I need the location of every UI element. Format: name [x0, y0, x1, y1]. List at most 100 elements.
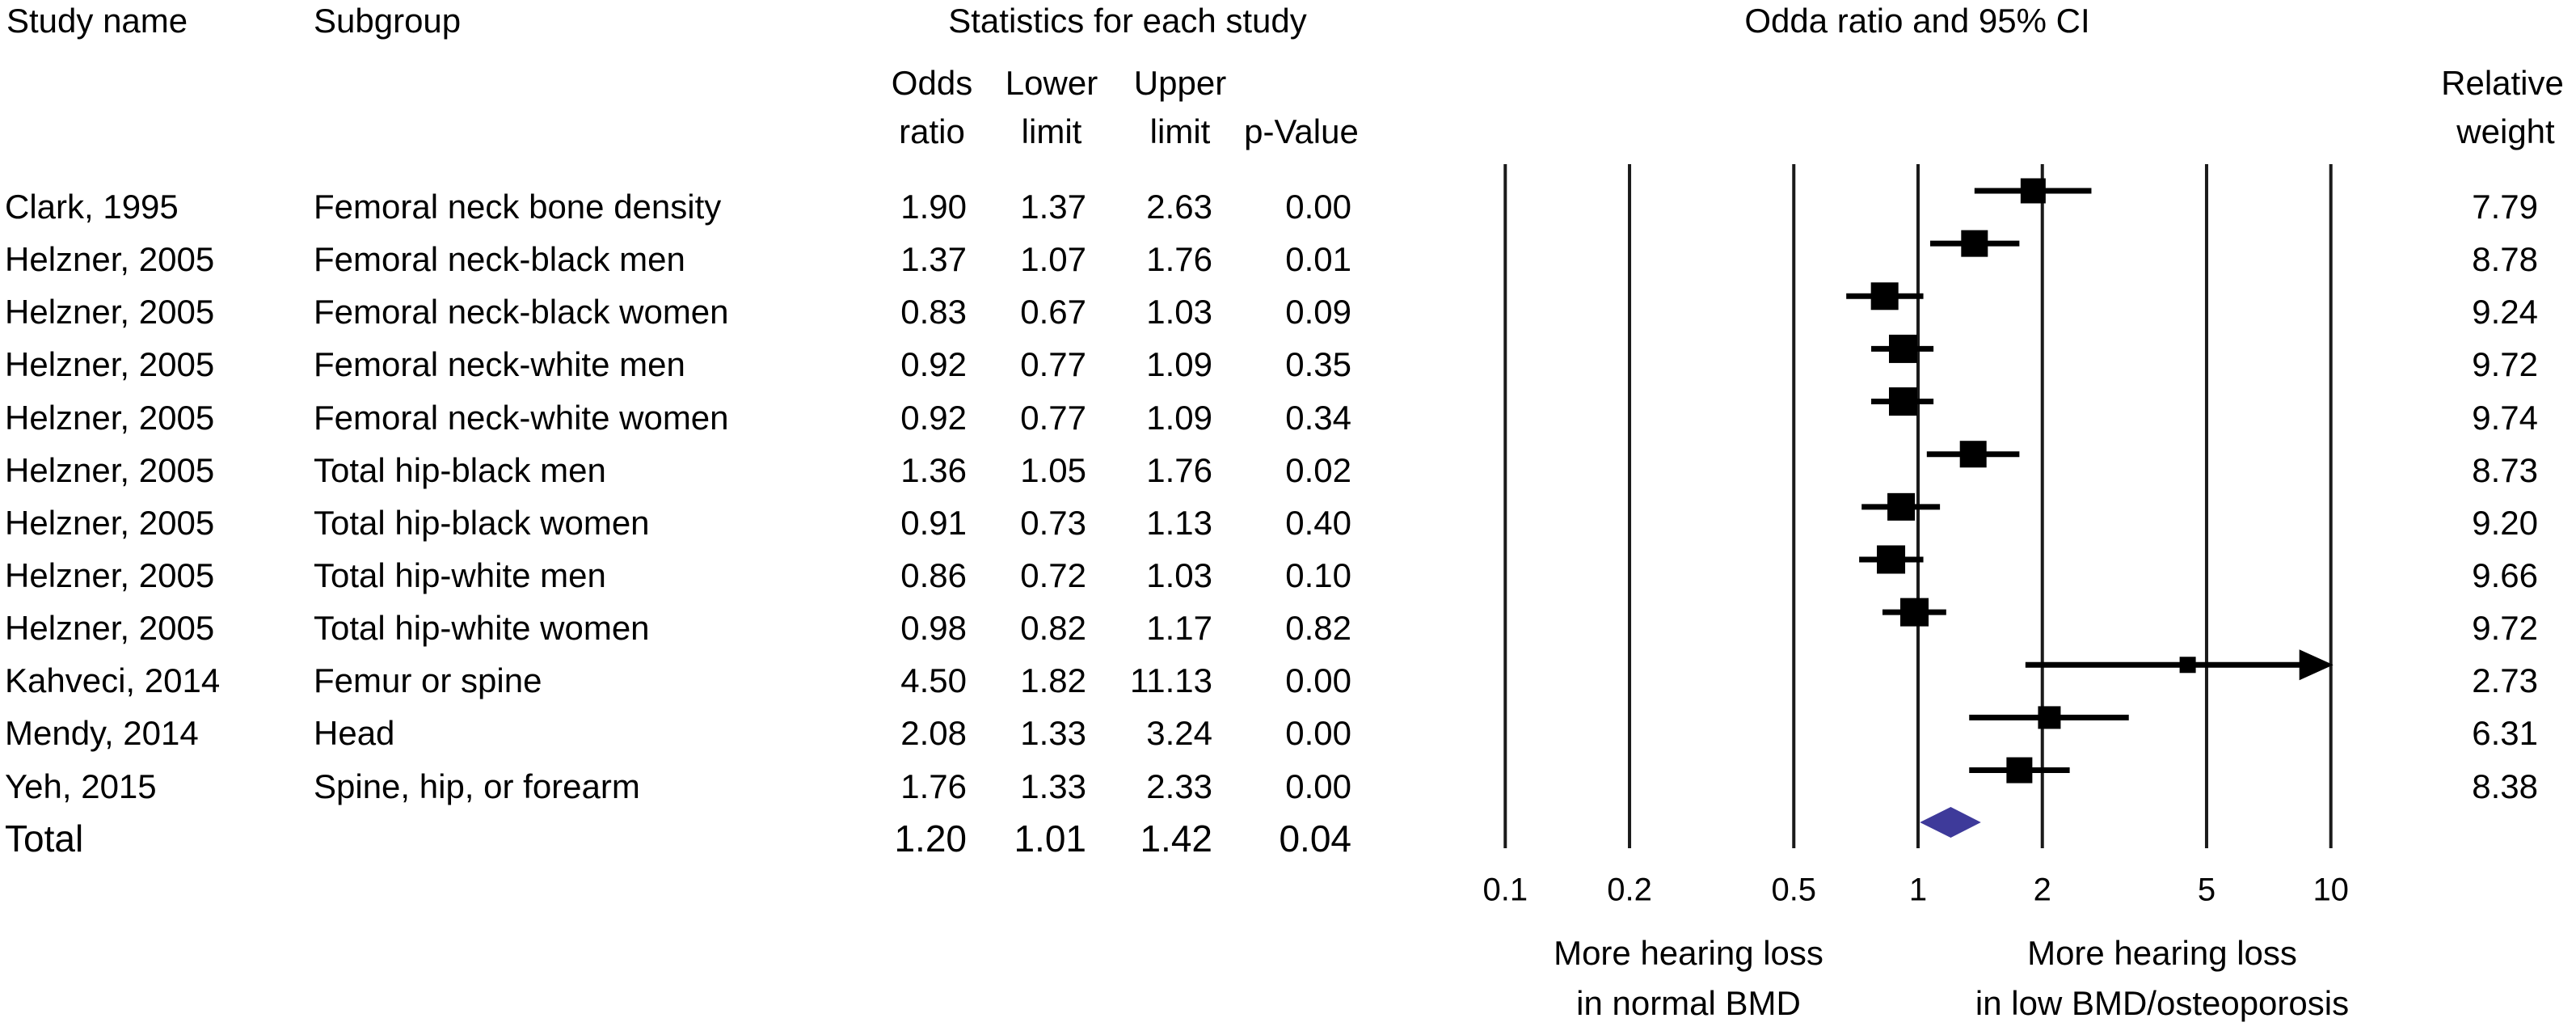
relative-weight-cell: 8.78 — [2472, 240, 2538, 279]
upper-limit-col-header-2: limit — [1149, 112, 1211, 150]
table-row: Helzner, 2005 Femoral neck-white women 0.9… — [0, 392, 2576, 444]
p-value-cell: 0.10 — [1285, 556, 1351, 594]
relative-weight-cell: 8.73 — [2472, 450, 2538, 489]
odds-ratio-cell: 2.08 — [900, 714, 967, 753]
table-row: Helzner, 2005 Femoral neck-black men 1.37 1… — [0, 234, 2576, 285]
odds-ratio-cell: 4.50 — [900, 661, 967, 700]
lower-limit-cell: 0.72 — [1020, 556, 1086, 594]
lower-limit-cell: 0.82 — [1020, 609, 1086, 648]
odds-ratio-cell: 0.91 — [900, 503, 967, 542]
x-axis-tick-label: 10 — [2312, 872, 2349, 908]
odds-ratio-cell: 1.90 — [900, 188, 967, 226]
odds-ratio-col-header: Odds — [891, 64, 973, 102]
total-upper-limit: 1.42 — [1140, 817, 1212, 860]
upper-limit-cell: 1.13 — [1146, 503, 1212, 542]
or-marker-square — [1877, 545, 1906, 574]
odds-ratio-cell: 1.37 — [900, 240, 967, 279]
table-row: Mendy, 2014 Head 2.08 1.33 3.24 0.00 6.31 — [0, 708, 2576, 759]
or-marker-square — [2038, 706, 2061, 729]
total-label: Total — [5, 817, 84, 860]
study-name-header: Study name — [6, 2, 188, 40]
x-axis-tick-label: 0.2 — [1607, 872, 1652, 908]
relative-weight-cell: 9.66 — [2472, 556, 2538, 594]
lower-limit-cell: 1.07 — [1020, 240, 1086, 279]
or-marker-square — [2179, 657, 2196, 674]
study-name-cell: Helzner, 2005 — [5, 240, 215, 279]
table-row: Yeh, 2015 Spine, hip, or forearm 1.76 1.33 2… — [0, 761, 2576, 813]
relative-weight-cell: 9.72 — [2472, 609, 2538, 648]
odds-ratio-col-header-2: ratio — [899, 112, 965, 150]
table-row: Helzner, 2005 Total hip-white women 0.98 0.… — [0, 602, 2576, 654]
upper-limit-cell: 1.09 — [1146, 345, 1212, 384]
relative-weight-cell: 6.31 — [2472, 714, 2538, 753]
p-value-cell: 0.00 — [1285, 188, 1351, 226]
subgroup-cell: Femoral neck-white women — [314, 398, 729, 437]
axis-annotation-right: More hearing loss in low BMD/osteoporosi… — [1975, 928, 2349, 1029]
x-axis-tick-label: 2 — [2033, 872, 2051, 908]
subgroup-cell: Total hip-white women — [314, 609, 650, 648]
p-value-cell: 0.00 — [1285, 661, 1351, 700]
upper-limit-cell: 2.63 — [1146, 188, 1212, 226]
relative-weight-cell: 2.73 — [2472, 661, 2538, 700]
lower-limit-cell: 1.82 — [1020, 661, 1086, 700]
lower-limit-col-header-2: limit — [1021, 112, 1082, 150]
upper-limit-cell: 3.24 — [1146, 714, 1212, 753]
odds-ratio-cell: 0.92 — [900, 345, 967, 384]
study-name-cell: Helzner, 2005 — [5, 293, 215, 332]
study-name-cell: Helzner, 2005 — [5, 556, 215, 594]
odds-ratio-cell: 1.76 — [900, 767, 967, 805]
subgroup-cell: Femoral neck bone density — [314, 188, 722, 226]
relative-weight-cell: 9.72 — [2472, 345, 2538, 384]
axis-annotation-left-line2: in normal BMD — [1576, 984, 1801, 1022]
relative-weight-cell: 9.24 — [2472, 293, 2538, 332]
upper-limit-cell: 2.33 — [1146, 767, 1212, 805]
p-value-cell: 0.40 — [1285, 503, 1351, 542]
or-marker-square — [1900, 598, 1929, 627]
x-axis-tick-label: 0.5 — [1771, 872, 1817, 908]
table-row: Kahveci, 2014 Femur or spine 4.50 1.82 11.13… — [0, 655, 2576, 707]
p-value-cell: 0.34 — [1285, 398, 1351, 437]
lower-limit-cell: 1.33 — [1020, 767, 1086, 805]
axis-annotation-right-line2: in low BMD/osteoporosis — [1975, 984, 2350, 1022]
x-axis-tick-label: 0.1 — [1482, 872, 1528, 908]
lower-limit-cell: 0.67 — [1020, 293, 1086, 332]
subgroup-cell: Head — [314, 714, 395, 753]
x-axis-tick-label: 5 — [2197, 872, 2216, 908]
or-marker-square — [1889, 387, 1918, 416]
relative-weight-cell: 9.74 — [2472, 398, 2538, 437]
axis-annotation-right-line1: More hearing loss — [2027, 934, 2297, 972]
upper-limit-cell: 1.09 — [1146, 398, 1212, 437]
arrow-right-icon — [2299, 649, 2334, 681]
study-name-cell: Helzner, 2005 — [5, 450, 215, 489]
study-name-cell: Yeh, 2015 — [5, 767, 157, 805]
subgroup-cell: Spine, hip, or forearm — [314, 767, 640, 805]
or-marker-square — [1870, 282, 1899, 310]
axis-annotation-left-line1: More hearing loss — [1554, 934, 1823, 972]
p-value-cell: 0.00 — [1285, 714, 1351, 753]
subgroup-cell: Total hip-black men — [314, 450, 606, 489]
study-name-cell: Clark, 1995 — [5, 188, 179, 226]
stats-title: Statistics for each study — [948, 2, 1307, 40]
upper-limit-cell: 1.03 — [1146, 293, 1212, 332]
subgroup-header: Subgroup — [314, 2, 462, 40]
study-name-cell: Helzner, 2005 — [5, 345, 215, 384]
upper-limit-cell: 1.17 — [1146, 609, 1212, 648]
p-value-cell: 0.02 — [1285, 450, 1351, 489]
odds-ratio-cell: 0.86 — [900, 556, 967, 594]
p-value-cell: 0.82 — [1285, 609, 1351, 648]
total-odds-ratio: 1.20 — [894, 817, 967, 860]
total-lower-limit: 1.01 — [1014, 817, 1086, 860]
upper-limit-col-header: Upper — [1133, 64, 1227, 102]
plot-title: Odda ratio and 95% CI — [1744, 2, 2090, 40]
relative-weight-cell: 9.20 — [2472, 503, 2538, 542]
total-p-value: 0.04 — [1279, 817, 1351, 860]
odds-ratio-cell: 1.36 — [900, 450, 967, 489]
lower-limit-cell: 1.05 — [1020, 450, 1086, 489]
lower-limit-cell: 1.37 — [1020, 188, 1086, 226]
or-marker-square — [1889, 334, 1918, 363]
study-name-cell: Helzner, 2005 — [5, 609, 215, 648]
axis-annotation-left: More hearing loss in normal BMD — [1554, 928, 1823, 1029]
study-name-cell: Helzner, 2005 — [5, 398, 215, 437]
p-value-cell: 0.01 — [1285, 240, 1351, 279]
